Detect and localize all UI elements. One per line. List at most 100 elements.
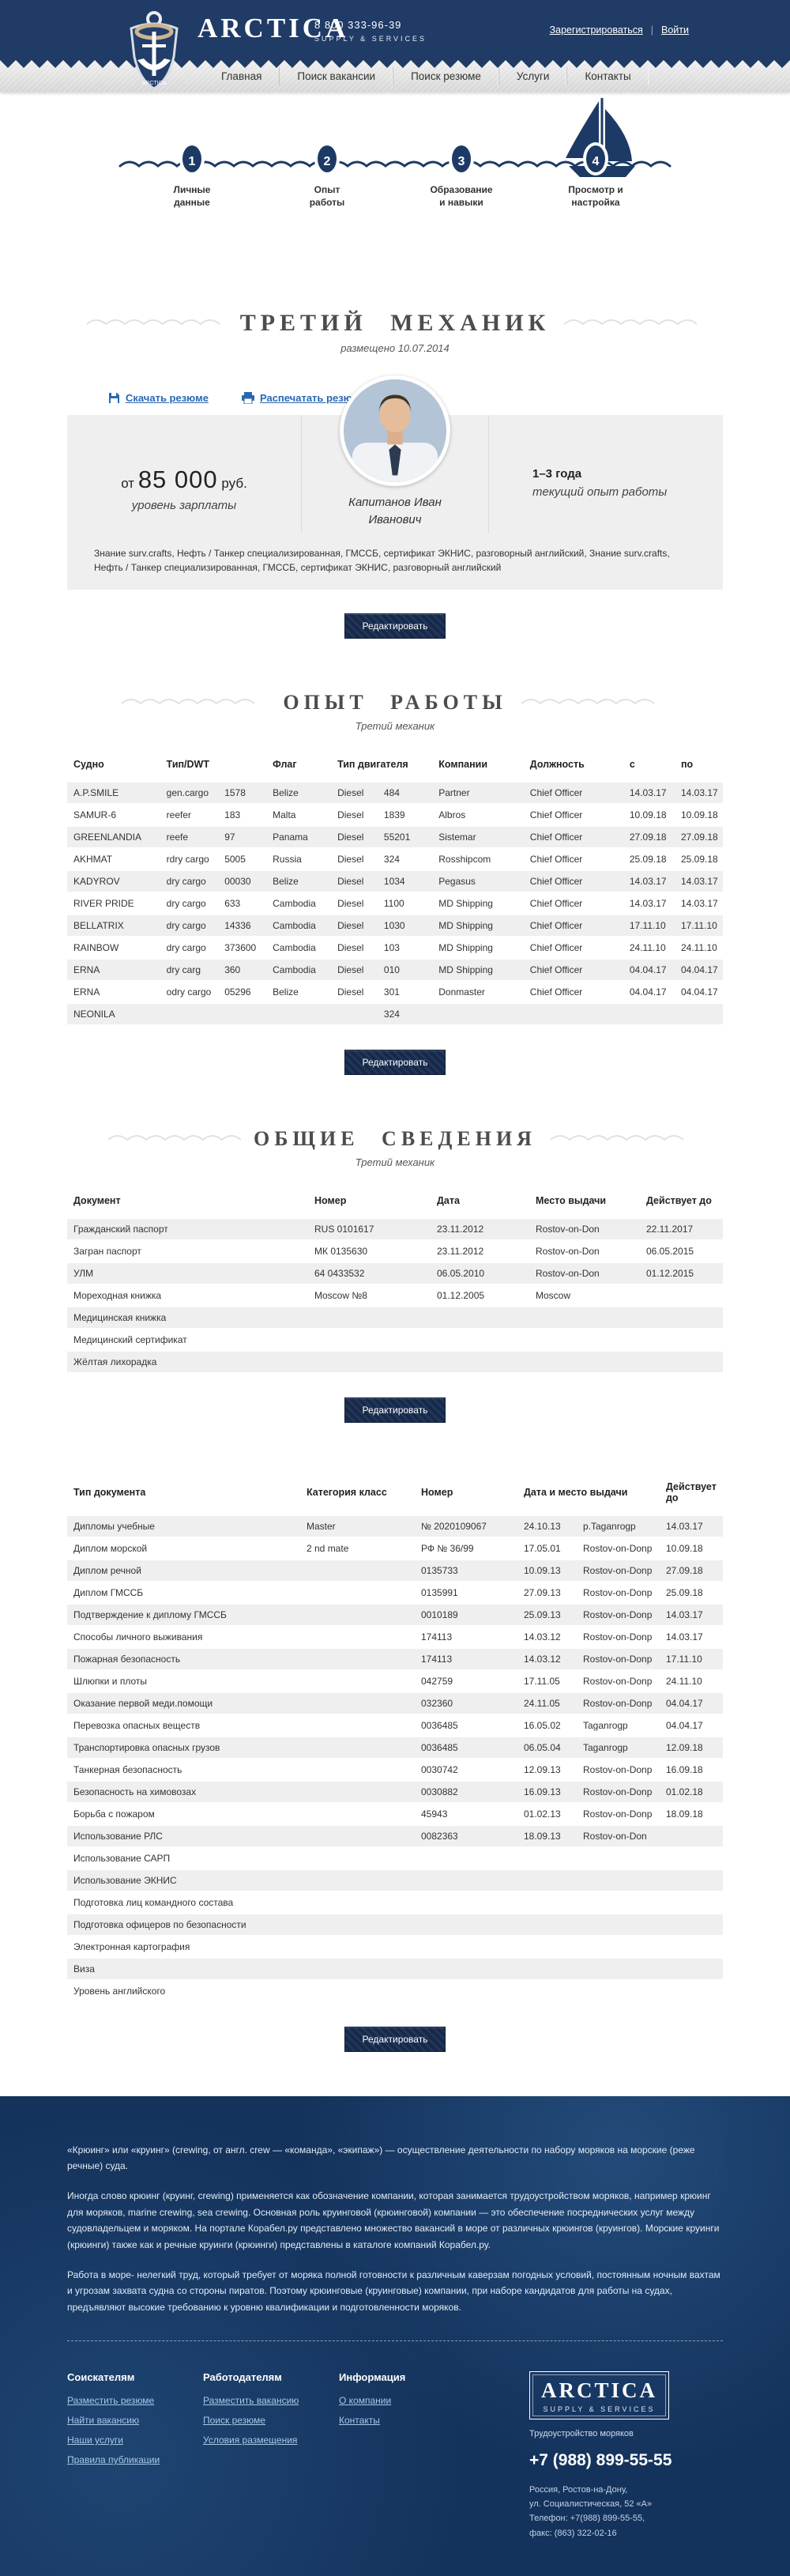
- cell-to: 14.03.17: [674, 869, 723, 893]
- cell-to: 14.03.17: [674, 782, 723, 805]
- cell-date: [431, 1328, 529, 1352]
- cell-place: [577, 1979, 660, 2003]
- cell-name: Перевозка опасных веществ: [67, 1714, 300, 1737]
- general-section-title: Общие сведения: [254, 1126, 536, 1150]
- document-row: Борьба с пожаром 45943 01.02.13 Rostov-on-D…: [67, 1802, 723, 1826]
- general-row: Медицинский сертификат: [67, 1328, 723, 1352]
- footer-link[interactable]: О компании: [339, 2395, 392, 2407]
- anchor-logo-icon[interactable]: ARCTICA: [125, 8, 183, 90]
- download-resume-link[interactable]: Скачать резюме: [108, 392, 209, 404]
- documents-table: Тип документа Категория класс Номер Дата…: [67, 1475, 723, 2003]
- cell-power: 010: [377, 958, 433, 982]
- cell-category: [300, 1669, 415, 1693]
- document-row: Подготовка офицеров по безопасности: [67, 1913, 723, 1937]
- footer-link[interactable]: Правила публикации: [67, 2454, 160, 2466]
- general-row: Медицинская книжка: [67, 1306, 723, 1329]
- cell-company: MD Shipping: [432, 914, 524, 937]
- general-section-subtitle: Третий механик: [355, 1156, 435, 1168]
- step-1[interactable]: 1 Личные данные: [141, 142, 243, 209]
- cell-type: [160, 1002, 219, 1026]
- cell-position: Chief Officer: [523, 958, 623, 982]
- cell-place: [577, 1935, 660, 1959]
- wave-line-decoration: [118, 160, 672, 168]
- edit-work-button[interactable]: Редактировать: [344, 1049, 446, 1075]
- nav-item-1[interactable]: Главная: [221, 70, 262, 82]
- footer-link[interactable]: Контакты: [339, 2415, 380, 2427]
- cell-from: 04.04.17: [623, 958, 675, 982]
- cell-number: [415, 1891, 517, 1914]
- cell-position: Chief Officer: [523, 847, 623, 871]
- person-name-line2: Иванович: [368, 512, 422, 526]
- cell-company: [432, 1002, 524, 1026]
- print-resume-link[interactable]: Распечатать резюме: [241, 392, 365, 404]
- cell-engine: Diesel: [331, 803, 378, 827]
- cell-from: 14.03.17: [623, 782, 675, 805]
- cell-date: 14.03.12: [517, 1625, 577, 1649]
- step-number: 1: [179, 142, 205, 175]
- cell-number: [415, 1935, 517, 1959]
- cell-date: [517, 1935, 577, 1959]
- cell-company: MD Shipping: [432, 892, 524, 915]
- cell-date: 12.09.13: [517, 1758, 577, 1782]
- cell-number: 0036485: [415, 1736, 517, 1759]
- cell-valid: 16.09.18: [660, 1758, 723, 1782]
- nav-item-5[interactable]: Контакты: [566, 66, 648, 85]
- cell-power: 103: [377, 936, 433, 960]
- cell-dwt: 97: [218, 825, 267, 849]
- footer-column-3: Информация О компании Контакты: [339, 2371, 475, 2540]
- address-line: Телефон: +7(988) 899-55-55,: [529, 2514, 645, 2524]
- step-label: Опыт работы: [309, 184, 345, 209]
- footer-link[interactable]: Условия размещения: [203, 2435, 298, 2446]
- work-experience-table: Судно Тип/DWT Флаг Тип двигателя Компани…: [67, 752, 723, 1026]
- edit-general-button[interactable]: Редактировать: [344, 1397, 446, 1423]
- cell-company: Albros: [432, 803, 524, 827]
- cell-name: Пожарная безопасность: [67, 1647, 300, 1671]
- register-link[interactable]: Зарегистрироваться: [549, 25, 643, 36]
- cell-engine: Diesel: [331, 980, 378, 1004]
- cell-place: Rostov-on-Donp: [577, 1559, 660, 1582]
- person-name: Капитанов Иван Иванович: [302, 494, 488, 529]
- cell-flag: Russia: [266, 847, 332, 871]
- cell-name: Безопасность на химовозах: [67, 1780, 300, 1804]
- general-row: Мореходная книжка Moscow №8 01.12.2005 Mosc…: [67, 1284, 723, 1307]
- footer-link[interactable]: Разместить вакансию: [203, 2395, 299, 2407]
- step-4[interactable]: 4 Просмотр и настройка: [544, 142, 647, 209]
- cell-place: Rostov-on-Donp: [577, 1692, 660, 1715]
- cell-from: 24.11.10: [623, 936, 675, 960]
- cell-category: [300, 1824, 415, 1848]
- nav-item-4[interactable]: Услуги: [498, 66, 567, 85]
- cell-name: Диплом речной: [67, 1559, 300, 1582]
- footer-column-title: Информация: [339, 2371, 406, 2384]
- cell-name: Использование ЭКНИС: [67, 1869, 300, 1892]
- cell-number: 45943: [415, 1802, 517, 1826]
- cell-category: [300, 1692, 415, 1715]
- footer-link[interactable]: Поиск резюме: [203, 2415, 265, 2427]
- cell-valid: [660, 1869, 723, 1892]
- work-row: BELLATRIX dry cargo 14336 Cambodia Diesel 103…: [67, 914, 723, 937]
- cell-number: 0010189: [415, 1603, 517, 1627]
- cell-valid: 01.12.2015: [640, 1262, 723, 1285]
- cell-company: Partner: [432, 782, 524, 805]
- step-3[interactable]: 3 Образование и навыки: [410, 142, 513, 209]
- edit-resume-button[interactable]: Редактировать: [344, 613, 446, 639]
- edit-documents-button[interactable]: Редактировать: [344, 2026, 446, 2052]
- footer-link[interactable]: Разместить резюме: [67, 2395, 155, 2407]
- footer-text: «Крюинг» или «круинг» (crewing, от англ.…: [67, 2142, 723, 2316]
- nav-item-3[interactable]: Поиск резюме: [393, 66, 498, 85]
- footer-link[interactable]: Наши услуги: [67, 2435, 123, 2446]
- cell-power: 1839: [377, 803, 433, 827]
- step-2[interactable]: 2 Опыт работы: [276, 142, 378, 209]
- cell-from: 27.09.18: [623, 825, 675, 849]
- cell-valid: 27.09.18: [660, 1559, 723, 1582]
- cell-date: 25.09.13: [517, 1603, 577, 1627]
- cell-valid: 01.02.18: [660, 1780, 723, 1804]
- brand-title[interactable]: Arctica: [198, 13, 349, 43]
- cell-date: [517, 1957, 577, 1981]
- nav-item-2[interactable]: Поиск вакансии: [279, 66, 393, 85]
- cell-type: reefe: [160, 825, 219, 849]
- col-date-place: Дата и место выдачи: [524, 1486, 628, 1498]
- footer-link[interactable]: Найти вакансию: [67, 2415, 140, 2427]
- login-link[interactable]: Войти: [661, 25, 689, 36]
- cell-category: [300, 1846, 415, 1870]
- cell-power: 1034: [377, 869, 433, 893]
